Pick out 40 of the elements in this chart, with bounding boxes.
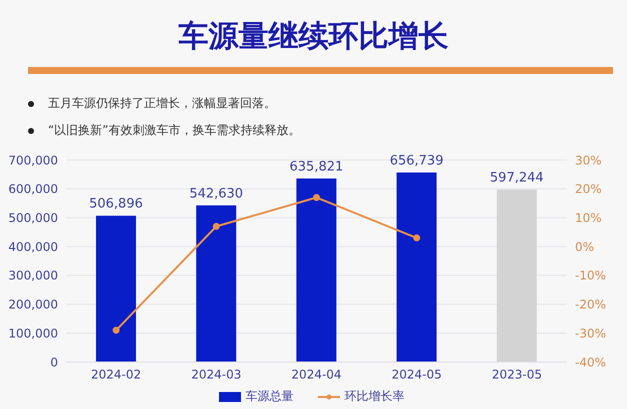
legend-label: 环比增长率: [344, 388, 404, 405]
point: [313, 194, 320, 202]
data-label: 656,739: [390, 153, 444, 168]
data-label: 597,244: [490, 170, 544, 186]
y-tick-label: 200,000: [8, 298, 58, 312]
bar: [196, 205, 236, 362]
text: 五月车源仍保持了正增长，涨幅显著回落。: [48, 95, 276, 112]
bar: [296, 178, 336, 362]
x-tick-label: 2023-05: [492, 368, 542, 382]
y-tick-label: 0: [50, 355, 58, 370]
bar: [396, 172, 437, 362]
y2-tick-label: 10%: [575, 210, 602, 225]
y-tick-label: 300,000: [8, 268, 58, 283]
y2-tick-label: 0%: [575, 240, 594, 254]
y-tick-label: 500,000: [8, 210, 58, 225]
y2-tick-label: -30%: [575, 326, 606, 340]
x-tick-label: 2024-05: [392, 368, 442, 382]
y-tick-label: 100,000: [8, 326, 58, 340]
point: [413, 234, 420, 242]
point: [212, 222, 220, 230]
point: [112, 326, 120, 334]
text: “以旧换新”有效刺激车市，换车需求持续释放。: [48, 122, 300, 139]
y2-tick-label: 30%: [575, 153, 602, 168]
y2-tick-label: -10%: [575, 268, 606, 283]
y-tick-label: 400,000: [8, 240, 58, 254]
y-tick-label: 700,000: [8, 153, 58, 168]
x-tick-label: 2024-04: [291, 368, 342, 382]
x-tick-label: 2024-03: [191, 368, 242, 382]
y2-tick-label: -20%: [575, 298, 606, 312]
legend-label: 车源总量: [246, 388, 294, 405]
chart-title: 车源量继续环比增长: [178, 18, 450, 56]
y2-tick-label: 20%: [575, 182, 602, 196]
x-tick-label: 2024-02: [91, 368, 142, 382]
bar: [496, 190, 537, 362]
y-tick-label: 600,000: [8, 182, 58, 196]
y2-tick-label: -40%: [575, 355, 606, 370]
data-label: 542,630: [189, 186, 244, 202]
bar: [96, 216, 136, 362]
data-label: 506,896: [89, 196, 143, 212]
data-label: 635,821: [290, 160, 344, 175]
